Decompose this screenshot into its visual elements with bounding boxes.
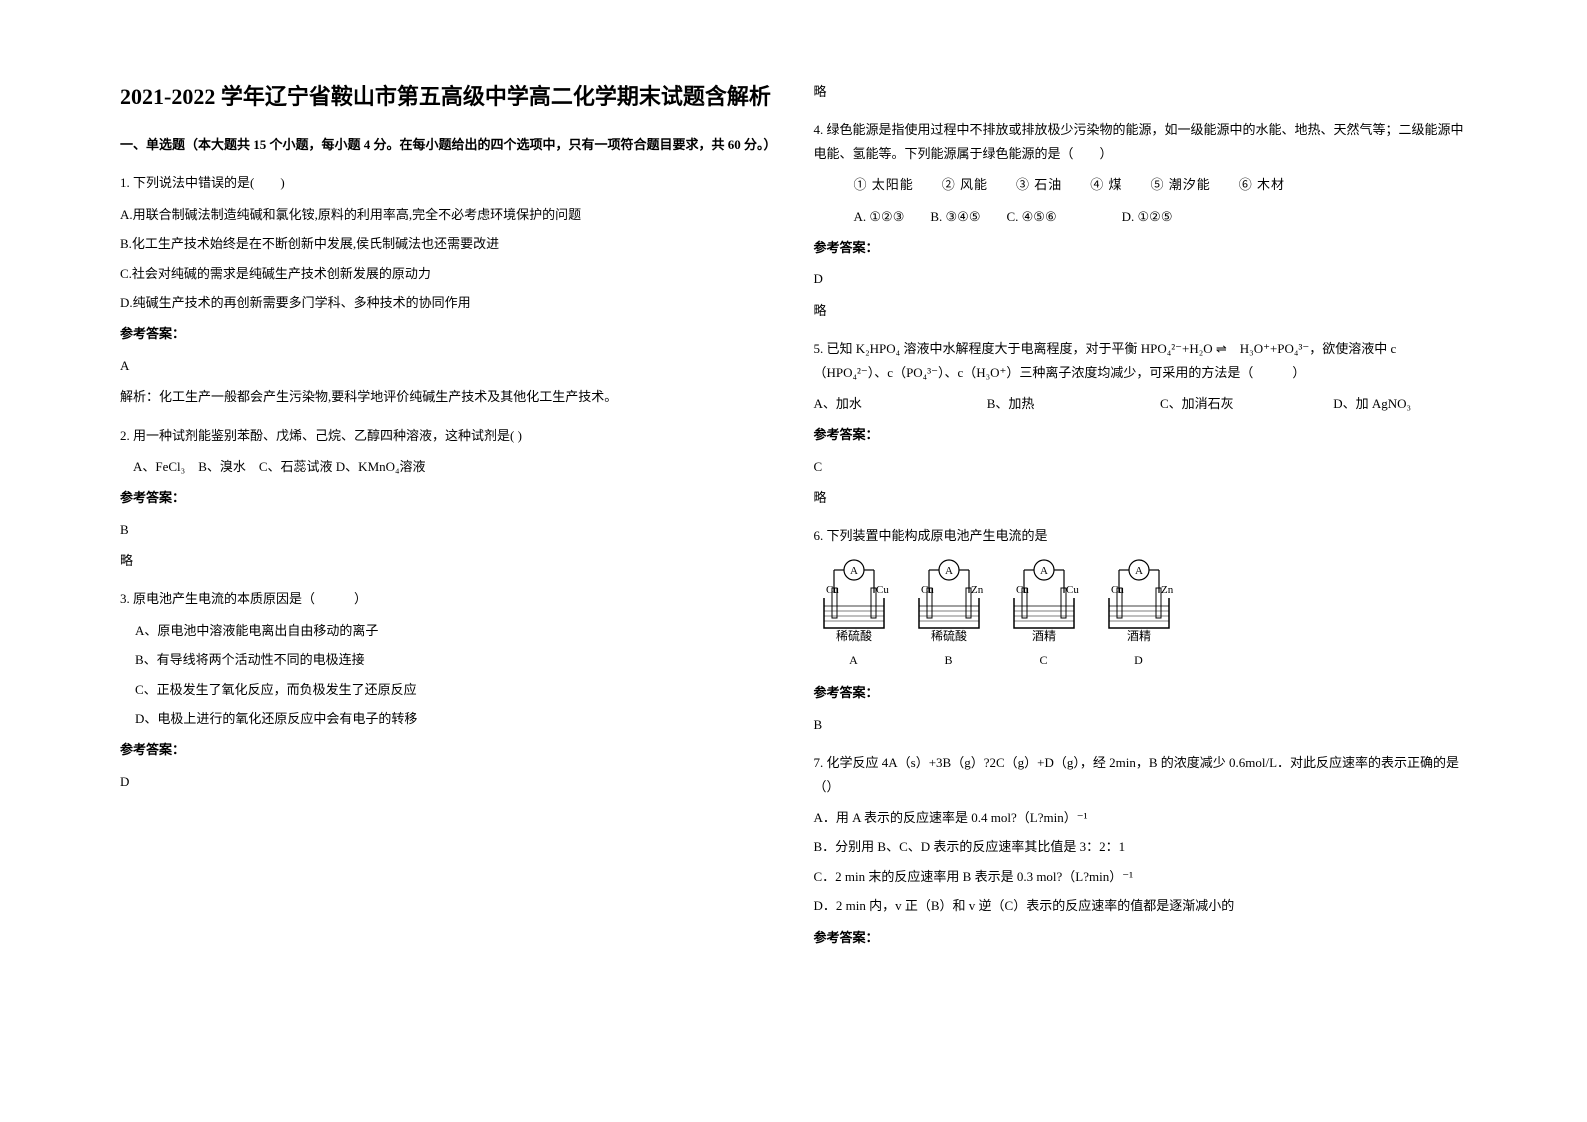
question-5: 5. 已知 K₂HPO₄ 溶液中水解程度大于电离程度，对于平衡 HPO₄²⁻+H… <box>814 337 1468 509</box>
explanation: 解析：化工生产一般都会产生污染物,要科学地评价纯碱生产技术及其他化工生产技术。 <box>120 385 774 408</box>
option-a: A、加水 <box>814 392 954 415</box>
beaker-letter: B <box>944 650 952 672</box>
svg-text:A: A <box>850 565 858 577</box>
answer-text: D <box>120 770 774 793</box>
option-c: C.社会对纯碱的需求是纯碱生产技术创新发展的原动力 <box>120 262 774 285</box>
options-inline: A、FeCl₃ B、溴水 C、石蕊试液 D、KMnO₄溶液 <box>120 455 774 478</box>
beaker-icon: A Cu Zn 稀硫酸 <box>914 558 984 648</box>
answer-label: 参考答案： <box>814 423 1468 446</box>
document-title: 2021-2022 学年辽宁省鞍山市第五高级中学高二化学期末试题含解析 <box>120 80 774 113</box>
option-a: A．用 A 表示的反应速率是 0.4 mol?（L?min）⁻¹ <box>814 806 1468 829</box>
left-column: 2021-2022 学年辽宁省鞍山市第五高级中学高二化学期末试题含解析 一、单选… <box>100 80 794 1062</box>
answer-text: D <box>814 267 1468 290</box>
question-3: 3. 原电池产生电流的本质原因是（ ） A、原电池中溶液能电离出自由移动的离子 … <box>120 587 774 793</box>
abbr-text: 略 <box>814 299 1468 322</box>
beaker-letter: D <box>1134 650 1143 672</box>
beaker-unit: A Cu Cu 稀硫酸 A <box>814 558 894 672</box>
question-1: 1. 下列说法中错误的是( ) A.用联合制碱法制造纯碱和氯化铵,原料的利用率高… <box>120 171 774 408</box>
option-d: D、加 AgNO₃ <box>1333 392 1411 415</box>
svg-text:酒精: 酒精 <box>1126 629 1150 643</box>
abbr-text: 略 <box>814 486 1468 509</box>
question-stem: 4. 绿色能源是指使用过程中不排放或排放极少污染物的能源，如一级能源中的水能、地… <box>814 118 1468 165</box>
option-b: B．分别用 B、C、D 表示的反应速率其比值是 3：2：1 <box>814 835 1468 858</box>
beaker-diagram: A Cu Cu 稀硫酸 A A Cu Zn <box>814 558 1468 672</box>
beaker-icon: A Cu Cu 酒精 <box>1009 558 1079 648</box>
svg-text:稀硫酸: 稀硫酸 <box>835 628 871 643</box>
option-c: C、加消石灰 <box>1160 392 1300 415</box>
svg-text:Cu: Cu <box>1066 584 1079 596</box>
option-b: B.化工生产技术始终是在不断创新中发展,侯氏制碱法也还需要改进 <box>120 232 774 255</box>
answer-text: B <box>120 518 774 541</box>
beaker-icon: A Cu Cu 稀硫酸 <box>819 558 889 648</box>
option-b: B、有导线将两个活动性不同的电极连接 <box>120 648 774 671</box>
answer-label: 参考答案： <box>814 681 1468 704</box>
right-column: 略 4. 绿色能源是指使用过程中不排放或排放极少污染物的能源，如一级能源中的水能… <box>794 80 1488 1062</box>
answer-label: 参考答案： <box>814 236 1468 259</box>
option-d: D、电极上进行的氧化还原反应中会有电子的转移 <box>120 707 774 730</box>
question-4: 4. 绿色能源是指使用过程中不排放或排放极少污染物的能源，如一级能源中的水能、地… <box>814 118 1468 322</box>
abbr-text: 略 <box>814 80 1468 103</box>
svg-text:酒精: 酒精 <box>1031 629 1055 643</box>
answer-label: 参考答案： <box>120 486 774 509</box>
svg-text:A: A <box>1040 565 1048 577</box>
question-stem: 7. 化学反应 4A（s）+3B（g）?2C（g）+D（g），经 2min，B … <box>814 751 1468 798</box>
svg-text:A: A <box>1135 565 1143 577</box>
beaker-icon: A Cu Zn 酒精 <box>1104 558 1174 648</box>
option-a: A.用联合制碱法制造纯碱和氯化铵,原料的利用率高,完全不必考虑环境保护的问题 <box>120 203 774 226</box>
answer-label: 参考答案： <box>120 322 774 345</box>
question-stem: 3. 原电池产生电流的本质原因是（ ） <box>120 587 774 610</box>
answer-label: 参考答案： <box>120 738 774 761</box>
answer-text: B <box>814 713 1468 736</box>
question-stem: 1. 下列说法中错误的是( ) <box>120 171 774 194</box>
question-2: 2. 用一种试剂能鉴别苯酚、戊烯、己烷、乙醇四种溶液，这种试剂是( ) A、Fe… <box>120 424 774 573</box>
options-numbered: ① 太阳能 ② 风能 ③ 石油 ④ 煤 ⑤ 潮汐能 ⑥ 木材 <box>814 173 1468 196</box>
option-c: C．2 min 末的反应速率用 B 表示是 0.3 mol?（L?min）⁻¹ <box>814 865 1468 888</box>
question-stem: 2. 用一种试剂能鉴别苯酚、戊烯、己烷、乙醇四种溶液，这种试剂是( ) <box>120 424 774 447</box>
option-b: B、加热 <box>987 392 1127 415</box>
beaker-unit: A Cu Zn 稀硫酸 B <box>909 558 989 672</box>
choices-row: A. ①②③ B. ③④⑤ C. ④⑤⑥ D. ①②⑤ <box>814 205 1468 228</box>
options-row: A、加水 B、加热 C、加消石灰 D、加 AgNO₃ <box>814 392 1468 415</box>
abbr-text: 略 <box>120 549 774 572</box>
svg-text:Cu: Cu <box>876 584 889 596</box>
question-6: 6. 下列装置中能构成原电池产生电流的是 A Cu Cu 稀硫酸 A A <box>814 524 1468 736</box>
svg-text:Zn: Zn <box>1161 584 1174 596</box>
option-c: C、正极发生了氧化反应，而负极发生了还原反应 <box>120 678 774 701</box>
section-header: 一、单选题（本大题共 15 个小题，每小题 4 分。在每小题给出的四个选项中，只… <box>120 133 774 156</box>
option-a: A、原电池中溶液能电离出自由移动的离子 <box>120 619 774 642</box>
beaker-letter: A <box>849 650 858 672</box>
answer-label: 参考答案： <box>814 926 1468 949</box>
svg-text:A: A <box>945 565 953 577</box>
beaker-unit: A Cu Cu 酒精 C <box>1004 558 1084 672</box>
beaker-unit: A Cu Zn 酒精 D <box>1099 558 1179 672</box>
svg-text:Zn: Zn <box>971 584 984 596</box>
beaker-letter: C <box>1039 650 1047 672</box>
option-d: D．2 min 内，v 正（B）和 v 逆（C）表示的反应速率的值都是逐渐减小的 <box>814 894 1468 917</box>
question-stem: 5. 已知 K₂HPO₄ 溶液中水解程度大于电离程度，对于平衡 HPO₄²⁻+H… <box>814 337 1468 384</box>
question-7: 7. 化学反应 4A（s）+3B（g）?2C（g）+D（g），经 2min，B … <box>814 751 1468 949</box>
answer-text: C <box>814 455 1468 478</box>
question-stem: 6. 下列装置中能构成原电池产生电流的是 <box>814 524 1468 547</box>
svg-text:稀硫酸: 稀硫酸 <box>930 628 966 643</box>
option-d: D.纯碱生产技术的再创新需要多门学科、多种技术的协同作用 <box>120 291 774 314</box>
answer-text: A <box>120 354 774 377</box>
